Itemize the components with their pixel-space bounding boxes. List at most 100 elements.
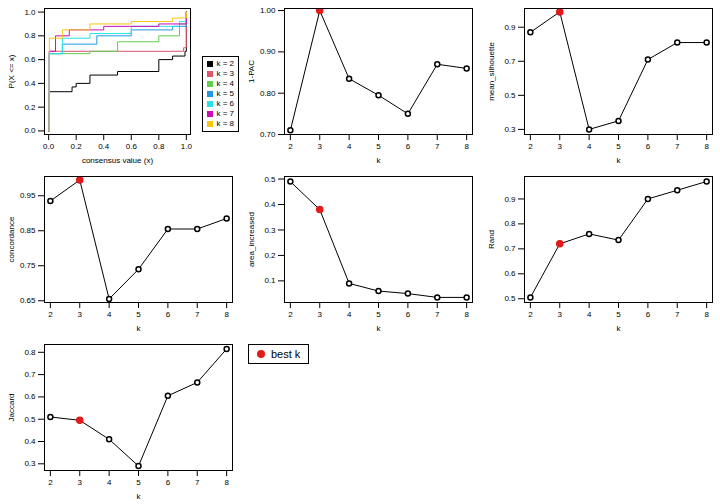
- svg-text:P(X <= x): P(X <= x): [7, 54, 16, 88]
- svg-text:4: 4: [587, 142, 592, 151]
- svg-text:5: 5: [376, 310, 381, 319]
- svg-text:0.4: 0.4: [24, 437, 36, 446]
- svg-text:0.5: 0.5: [264, 175, 276, 184]
- svg-text:0.8: 0.8: [24, 348, 36, 357]
- svg-text:0.2: 0.2: [264, 251, 276, 260]
- svg-text:2: 2: [48, 478, 53, 487]
- svg-text:0.3: 0.3: [264, 226, 276, 235]
- svg-text:6: 6: [406, 310, 411, 319]
- svg-text:0.7: 0.7: [504, 57, 516, 66]
- svg-text:k: k: [137, 492, 142, 501]
- svg-text:8: 8: [464, 310, 469, 319]
- svg-text:8: 8: [224, 310, 229, 319]
- svg-text:1.00: 1.00: [260, 6, 276, 15]
- svg-text:2: 2: [48, 310, 53, 319]
- svg-text:7: 7: [675, 310, 680, 319]
- svg-text:8: 8: [464, 142, 469, 151]
- svg-text:0.5: 0.5: [504, 91, 516, 100]
- html-text:k = 2: k = 2: [216, 59, 234, 68]
- svg-text:2: 2: [288, 310, 293, 319]
- svg-text:6: 6: [166, 478, 171, 487]
- svg-text:4: 4: [587, 310, 592, 319]
- svg-text:k: k: [617, 156, 622, 165]
- svg-text:k: k: [377, 156, 382, 165]
- svg-text:0.7: 0.7: [504, 244, 516, 253]
- svg-text:6: 6: [166, 310, 171, 319]
- svg-text:8: 8: [704, 142, 709, 151]
- svg-text:0.2: 0.2: [24, 103, 36, 112]
- html-text:k = 4: k = 4: [216, 79, 234, 88]
- svg-text:7: 7: [195, 478, 200, 487]
- svg-text:7: 7: [675, 142, 680, 151]
- svg-text:k: k: [137, 324, 142, 333]
- svg-text:4: 4: [347, 310, 352, 319]
- svg-text:1-PAC: 1-PAC: [247, 60, 256, 83]
- svg-text:0.5: 0.5: [24, 415, 36, 424]
- svg-text:0.4: 0.4: [24, 79, 36, 88]
- svg-text:0.6: 0.6: [504, 269, 516, 278]
- svg-text:consensus value (x): consensus value (x): [82, 156, 153, 165]
- svg-text:0.0: 0.0: [24, 126, 36, 135]
- svg-text:2: 2: [288, 142, 293, 151]
- svg-text:mean_silhouette: mean_silhouette: [487, 42, 496, 101]
- svg-text:0.8: 0.8: [504, 219, 516, 228]
- svg-text:0.8: 0.8: [24, 31, 36, 40]
- svg-text:8: 8: [704, 310, 709, 319]
- svg-text:Rand: Rand: [487, 230, 496, 249]
- svg-text:3: 3: [558, 310, 563, 319]
- svg-text:0.7: 0.7: [24, 370, 36, 379]
- svg-text:0.6: 0.6: [24, 55, 36, 64]
- svg-text:7: 7: [435, 310, 440, 319]
- html-text:k = 3: k = 3: [216, 69, 234, 78]
- svg-text:3: 3: [78, 478, 83, 487]
- svg-text:6: 6: [646, 310, 651, 319]
- svg-text:0.9: 0.9: [504, 23, 516, 32]
- svg-text:4: 4: [347, 142, 352, 151]
- svg-text:5: 5: [376, 142, 381, 151]
- svg-text:2: 2: [528, 310, 533, 319]
- svg-text:6: 6: [406, 142, 411, 151]
- svg-text:0.6: 0.6: [24, 392, 36, 401]
- svg-text:0.5: 0.5: [504, 294, 516, 303]
- svg-text:Jaccard: Jaccard: [7, 393, 16, 421]
- svg-text:0.1: 0.1: [264, 276, 276, 285]
- svg-text:3: 3: [318, 142, 323, 151]
- svg-text:6: 6: [646, 142, 651, 151]
- svg-text:0.8: 0.8: [153, 142, 165, 151]
- svg-text:concordance: concordance: [7, 216, 16, 262]
- svg-text:0.95: 0.95: [20, 191, 36, 200]
- svg-text:0.90: 0.90: [260, 47, 276, 56]
- svg-text:5: 5: [616, 310, 621, 319]
- svg-text:k: k: [377, 324, 382, 333]
- svg-text:0.80: 0.80: [260, 89, 276, 98]
- svg-text:0.3: 0.3: [24, 459, 36, 468]
- svg-text:1.0: 1.0: [24, 8, 36, 17]
- svg-text:0.2: 0.2: [71, 142, 83, 151]
- svg-text:2: 2: [528, 142, 533, 151]
- svg-text:1.0: 1.0: [181, 142, 193, 151]
- svg-text:0.65: 0.65: [20, 296, 36, 305]
- svg-text:8: 8: [224, 478, 229, 487]
- svg-text:k: k: [617, 324, 622, 333]
- svg-text:0.6: 0.6: [126, 142, 138, 151]
- svg-text:4: 4: [107, 310, 112, 319]
- svg-text:5: 5: [616, 142, 621, 151]
- svg-text:3: 3: [318, 310, 323, 319]
- svg-text:0.3: 0.3: [504, 125, 516, 134]
- svg-text:0.4: 0.4: [98, 142, 110, 151]
- svg-text:7: 7: [195, 310, 200, 319]
- svg-text:area_increased: area_increased: [247, 212, 256, 267]
- svg-text:0.0: 0.0: [43, 142, 55, 151]
- svg-text:0.4: 0.4: [264, 200, 276, 209]
- svg-text:7: 7: [435, 142, 440, 151]
- svg-text:0.70: 0.70: [260, 130, 276, 139]
- html-text:best k: best k: [271, 348, 301, 360]
- svg-text:5: 5: [136, 478, 141, 487]
- svg-text:5: 5: [136, 310, 141, 319]
- svg-text:3: 3: [558, 142, 563, 151]
- svg-text:0.75: 0.75: [20, 261, 36, 270]
- svg-text:3: 3: [78, 310, 83, 319]
- svg-text:0.9: 0.9: [504, 195, 516, 204]
- svg-text:4: 4: [107, 478, 112, 487]
- svg-text:0.85: 0.85: [20, 226, 36, 235]
